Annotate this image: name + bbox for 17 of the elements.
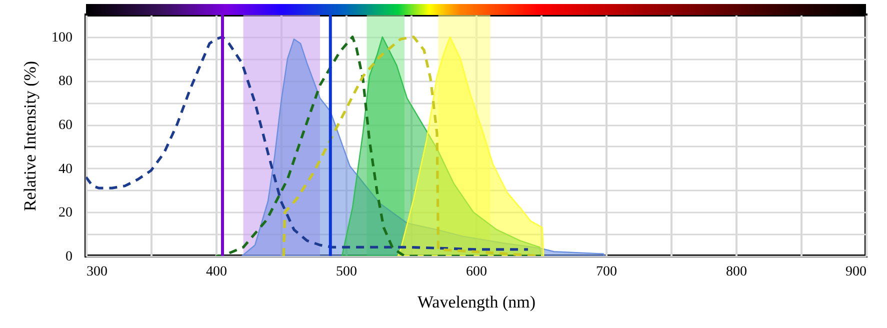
x-tick-label: 800	[726, 264, 747, 280]
x-tick-label: 400	[206, 264, 227, 280]
x-tick-label: 900	[846, 264, 866, 280]
y-tick-label: 80	[58, 74, 72, 90]
y-tick-label: 20	[58, 206, 72, 221]
x-tick-label: 600	[466, 264, 487, 280]
x-axis-title: Wavelength (nm)	[417, 292, 536, 312]
line-series	[214, 36, 542, 256]
x-tick-label: 700	[596, 264, 617, 280]
y-tick-label: 60	[58, 118, 72, 134]
x-tick-label: 300	[86, 264, 108, 280]
y-tick-label: 40	[58, 162, 72, 177]
y-tick-label: 100	[52, 30, 72, 46]
y-tick-label: 0	[66, 250, 72, 264]
y-axis-title: Relative Intensity (%)	[20, 60, 40, 212]
line-series	[86, 36, 530, 251]
x-tick-label: 500	[336, 264, 357, 280]
